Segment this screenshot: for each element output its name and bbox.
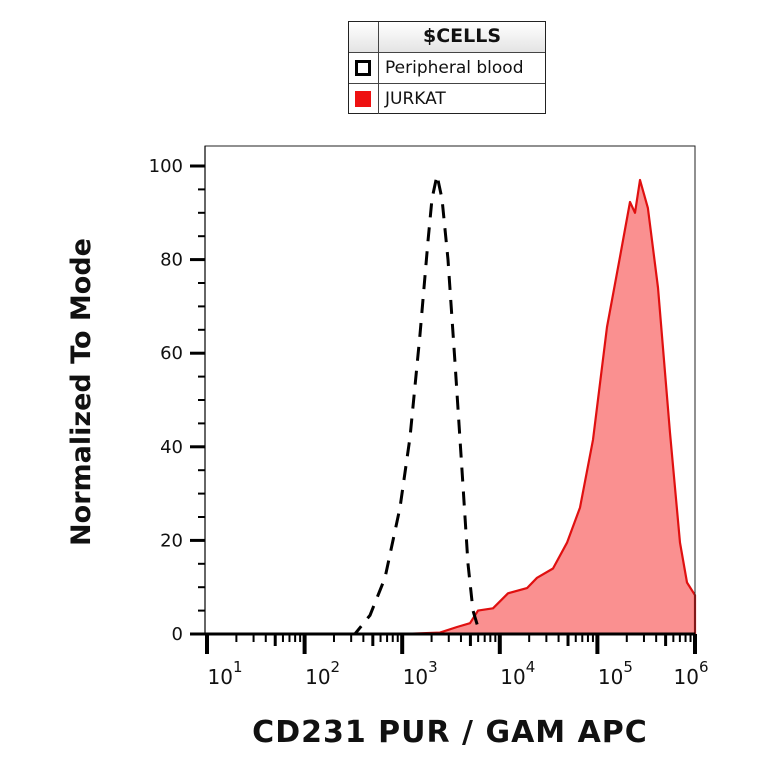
legend-swatch-outline	[355, 60, 371, 76]
y-tick-label: 80	[160, 250, 183, 271]
series-jurkat-area	[205, 178, 697, 636]
x-tick-label: 101	[208, 658, 243, 689]
legend-swatch-cell	[349, 84, 379, 114]
y-tick-label: 0	[172, 624, 183, 645]
legend-label: Peripheral blood	[385, 58, 524, 78]
legend: $CELLS Peripheral blood JURKAT	[348, 21, 546, 114]
x-tick-label: 105	[598, 658, 633, 689]
legend-header: $CELLS	[349, 22, 545, 53]
legend-label: JURKAT	[385, 89, 446, 109]
y-axis-label: Normalized To Mode	[66, 238, 97, 546]
legend-swatch-cell	[349, 53, 379, 83]
y-tick-label: 20	[160, 530, 183, 551]
legend-entry-jurkat: JURKAT	[349, 84, 545, 114]
y-tick-label: 100	[149, 156, 183, 177]
legend-title: $CELLS	[422, 25, 502, 47]
legend-swatch-filled	[355, 91, 371, 107]
x-tick-label: 104	[500, 658, 535, 689]
x-axis-label: CD231 PUR / GAM APC	[252, 715, 648, 750]
legend-entry-peripheral-blood: Peripheral blood	[349, 53, 545, 84]
x-tick-label: 106	[674, 658, 709, 689]
y-tick-label: 60	[160, 343, 183, 364]
y-tick-label: 40	[160, 437, 183, 458]
series-peripheral-blood-line	[207, 175, 695, 636]
legend-header-blank	[349, 22, 379, 52]
x-tick-label: 103	[403, 658, 438, 689]
x-tick-label: 102	[305, 658, 340, 689]
